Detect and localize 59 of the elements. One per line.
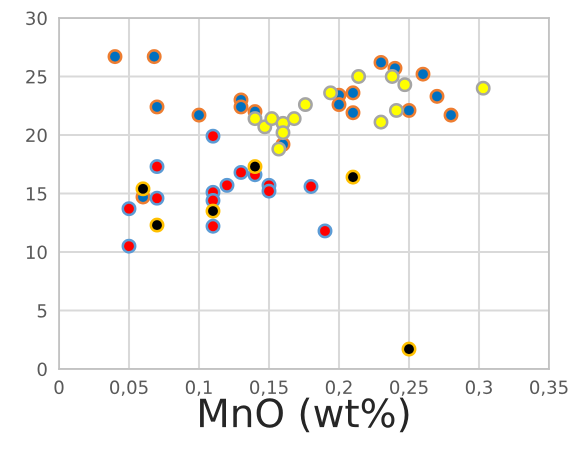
point — [346, 170, 360, 185]
x-tick-label: 0,3 — [466, 380, 492, 396]
point — [206, 218, 220, 234]
point — [346, 85, 360, 100]
point — [150, 99, 164, 114]
point — [122, 201, 136, 216]
point — [351, 69, 366, 84]
y-tick-label: 15 — [26, 187, 46, 201]
x-tick-label: 0,15 — [250, 380, 288, 396]
point — [206, 204, 220, 219]
point — [122, 238, 136, 254]
point — [323, 85, 338, 100]
point — [286, 111, 302, 126]
point — [298, 97, 313, 112]
point — [476, 80, 491, 96]
point — [150, 159, 164, 174]
point — [346, 105, 360, 120]
point — [248, 159, 262, 174]
point — [220, 178, 234, 193]
point — [318, 223, 332, 238]
point — [384, 69, 400, 84]
x-tick-label: 0,2 — [326, 380, 352, 396]
x-tick-label: 0,1 — [186, 380, 212, 396]
point — [150, 218, 164, 233]
point — [402, 102, 416, 118]
point — [444, 108, 458, 123]
x-tick-label: 0 — [54, 380, 64, 394]
point — [388, 102, 404, 118]
point — [271, 142, 286, 156]
point — [234, 164, 248, 180]
point — [332, 97, 346, 112]
point — [264, 111, 280, 126]
point — [402, 342, 416, 357]
point — [192, 108, 206, 123]
point — [397, 77, 412, 92]
point — [374, 114, 388, 130]
point — [206, 128, 220, 144]
y-tick-label: 10 — [26, 245, 47, 260]
point — [374, 55, 388, 70]
x-tick-label: 0,05 — [110, 380, 148, 396]
y-tick-label: 0 — [38, 362, 47, 376]
point — [304, 179, 318, 194]
x-tick-label: 0,35 — [530, 380, 568, 396]
y-tick-label: 20 — [26, 128, 47, 142]
y-tick-label: 5 — [38, 304, 46, 318]
x-tick-label: 0,25 — [390, 380, 428, 396]
point — [234, 99, 248, 114]
y-tick-label: 25 — [26, 70, 46, 84]
point — [146, 49, 162, 64]
y-tick-label: 30 — [26, 11, 47, 26]
point — [416, 66, 430, 82]
point — [262, 184, 276, 199]
point — [248, 111, 262, 126]
point — [108, 49, 122, 64]
point — [276, 125, 290, 140]
point — [150, 190, 164, 206]
point — [430, 88, 444, 104]
x-axis-title: MnO (wt%) — [200, 398, 408, 432]
point — [136, 181, 150, 196]
